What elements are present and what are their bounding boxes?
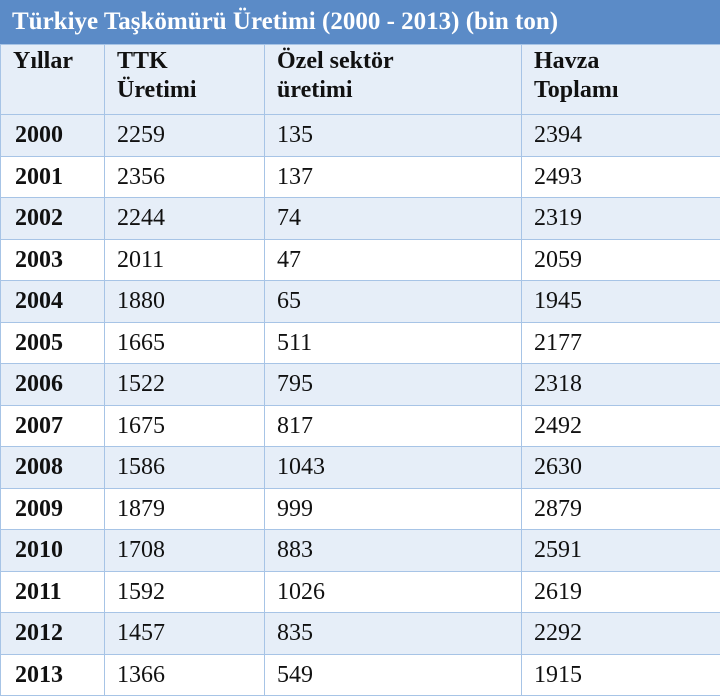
private-cell: 1026 xyxy=(265,571,522,613)
header-private-line1: Özel sektör xyxy=(277,47,521,76)
private-cell: 511 xyxy=(265,322,522,364)
ttk-cell: 1880 xyxy=(105,281,265,323)
year-cell: 2001 xyxy=(1,156,105,198)
private-cell: 74 xyxy=(265,198,522,240)
total-cell: 2292 xyxy=(522,613,720,655)
ttk-cell: 1522 xyxy=(105,364,265,406)
total-cell: 2394 xyxy=(522,115,720,157)
total-cell: 1915 xyxy=(522,654,720,696)
private-cell: 65 xyxy=(265,281,522,323)
private-cell: 835 xyxy=(265,613,522,655)
total-cell: 2318 xyxy=(522,364,720,406)
year-cell: 2003 xyxy=(1,239,105,281)
total-cell: 2319 xyxy=(522,198,720,240)
total-cell: 2619 xyxy=(522,571,720,613)
ttk-cell: 1708 xyxy=(105,530,265,572)
ttk-cell: 1586 xyxy=(105,447,265,489)
private-cell: 817 xyxy=(265,405,522,447)
year-cell: 2000 xyxy=(1,115,105,157)
year-cell: 2011 xyxy=(1,571,105,613)
year-cell: 2013 xyxy=(1,654,105,696)
ttk-cell: 2244 xyxy=(105,198,265,240)
header-ttk-line1: TTK xyxy=(117,47,264,76)
private-cell: 1043 xyxy=(265,447,522,489)
private-cell: 883 xyxy=(265,530,522,572)
total-cell: 2630 xyxy=(522,447,720,489)
ttk-cell: 1592 xyxy=(105,571,265,613)
year-cell: 2009 xyxy=(1,488,105,530)
year-cell: 2010 xyxy=(1,530,105,572)
header-total: Havza Toplamı xyxy=(522,45,720,115)
ttk-cell: 1879 xyxy=(105,488,265,530)
table-title: Türkiye Taşkömürü Üretimi (2000 - 2013) … xyxy=(0,0,720,44)
header-private: Özel sektör üretimi xyxy=(265,45,522,115)
production-table: Yıllar TTK Üretimi Özel sektör üretimi H… xyxy=(0,44,720,696)
year-cell: 2008 xyxy=(1,447,105,489)
total-cell: 2059 xyxy=(522,239,720,281)
ttk-cell: 1457 xyxy=(105,613,265,655)
private-cell: 795 xyxy=(265,364,522,406)
year-cell: 2007 xyxy=(1,405,105,447)
year-cell: 2002 xyxy=(1,198,105,240)
total-cell: 1945 xyxy=(522,281,720,323)
year-cell: 2004 xyxy=(1,281,105,323)
header-private-line2: üretimi xyxy=(277,76,521,105)
ttk-cell: 1366 xyxy=(105,654,265,696)
private-cell: 47 xyxy=(265,239,522,281)
header-total-line1: Havza xyxy=(534,47,720,76)
private-cell: 999 xyxy=(265,488,522,530)
header-ttk: TTK Üretimi xyxy=(105,45,265,115)
private-cell: 549 xyxy=(265,654,522,696)
total-cell: 2879 xyxy=(522,488,720,530)
table-header: Yıllar TTK Üretimi Özel sektör üretimi H… xyxy=(1,45,720,115)
year-cell: 2005 xyxy=(1,322,105,364)
header-ttk-line2: Üretimi xyxy=(117,76,264,105)
ttk-cell: 2356 xyxy=(105,156,265,198)
header-row: Yıllar TTK Üretimi Özel sektör üretimi H… xyxy=(1,45,720,115)
header-total-line2: Toplamı xyxy=(534,76,720,105)
ttk-cell: 1665 xyxy=(105,322,265,364)
ttk-cell: 2259 xyxy=(105,115,265,157)
header-years: Yıllar xyxy=(1,45,105,115)
total-cell: 2493 xyxy=(522,156,720,198)
ttk-cell: 2011 xyxy=(105,239,265,281)
header-years-line1: Yıllar xyxy=(13,47,104,76)
total-cell: 2177 xyxy=(522,322,720,364)
private-cell: 137 xyxy=(265,156,522,198)
year-cell: 2012 xyxy=(1,613,105,655)
private-cell: 135 xyxy=(265,115,522,157)
total-cell: 2591 xyxy=(522,530,720,572)
ttk-cell: 1675 xyxy=(105,405,265,447)
total-cell: 2492 xyxy=(522,405,720,447)
year-cell: 2006 xyxy=(1,364,105,406)
